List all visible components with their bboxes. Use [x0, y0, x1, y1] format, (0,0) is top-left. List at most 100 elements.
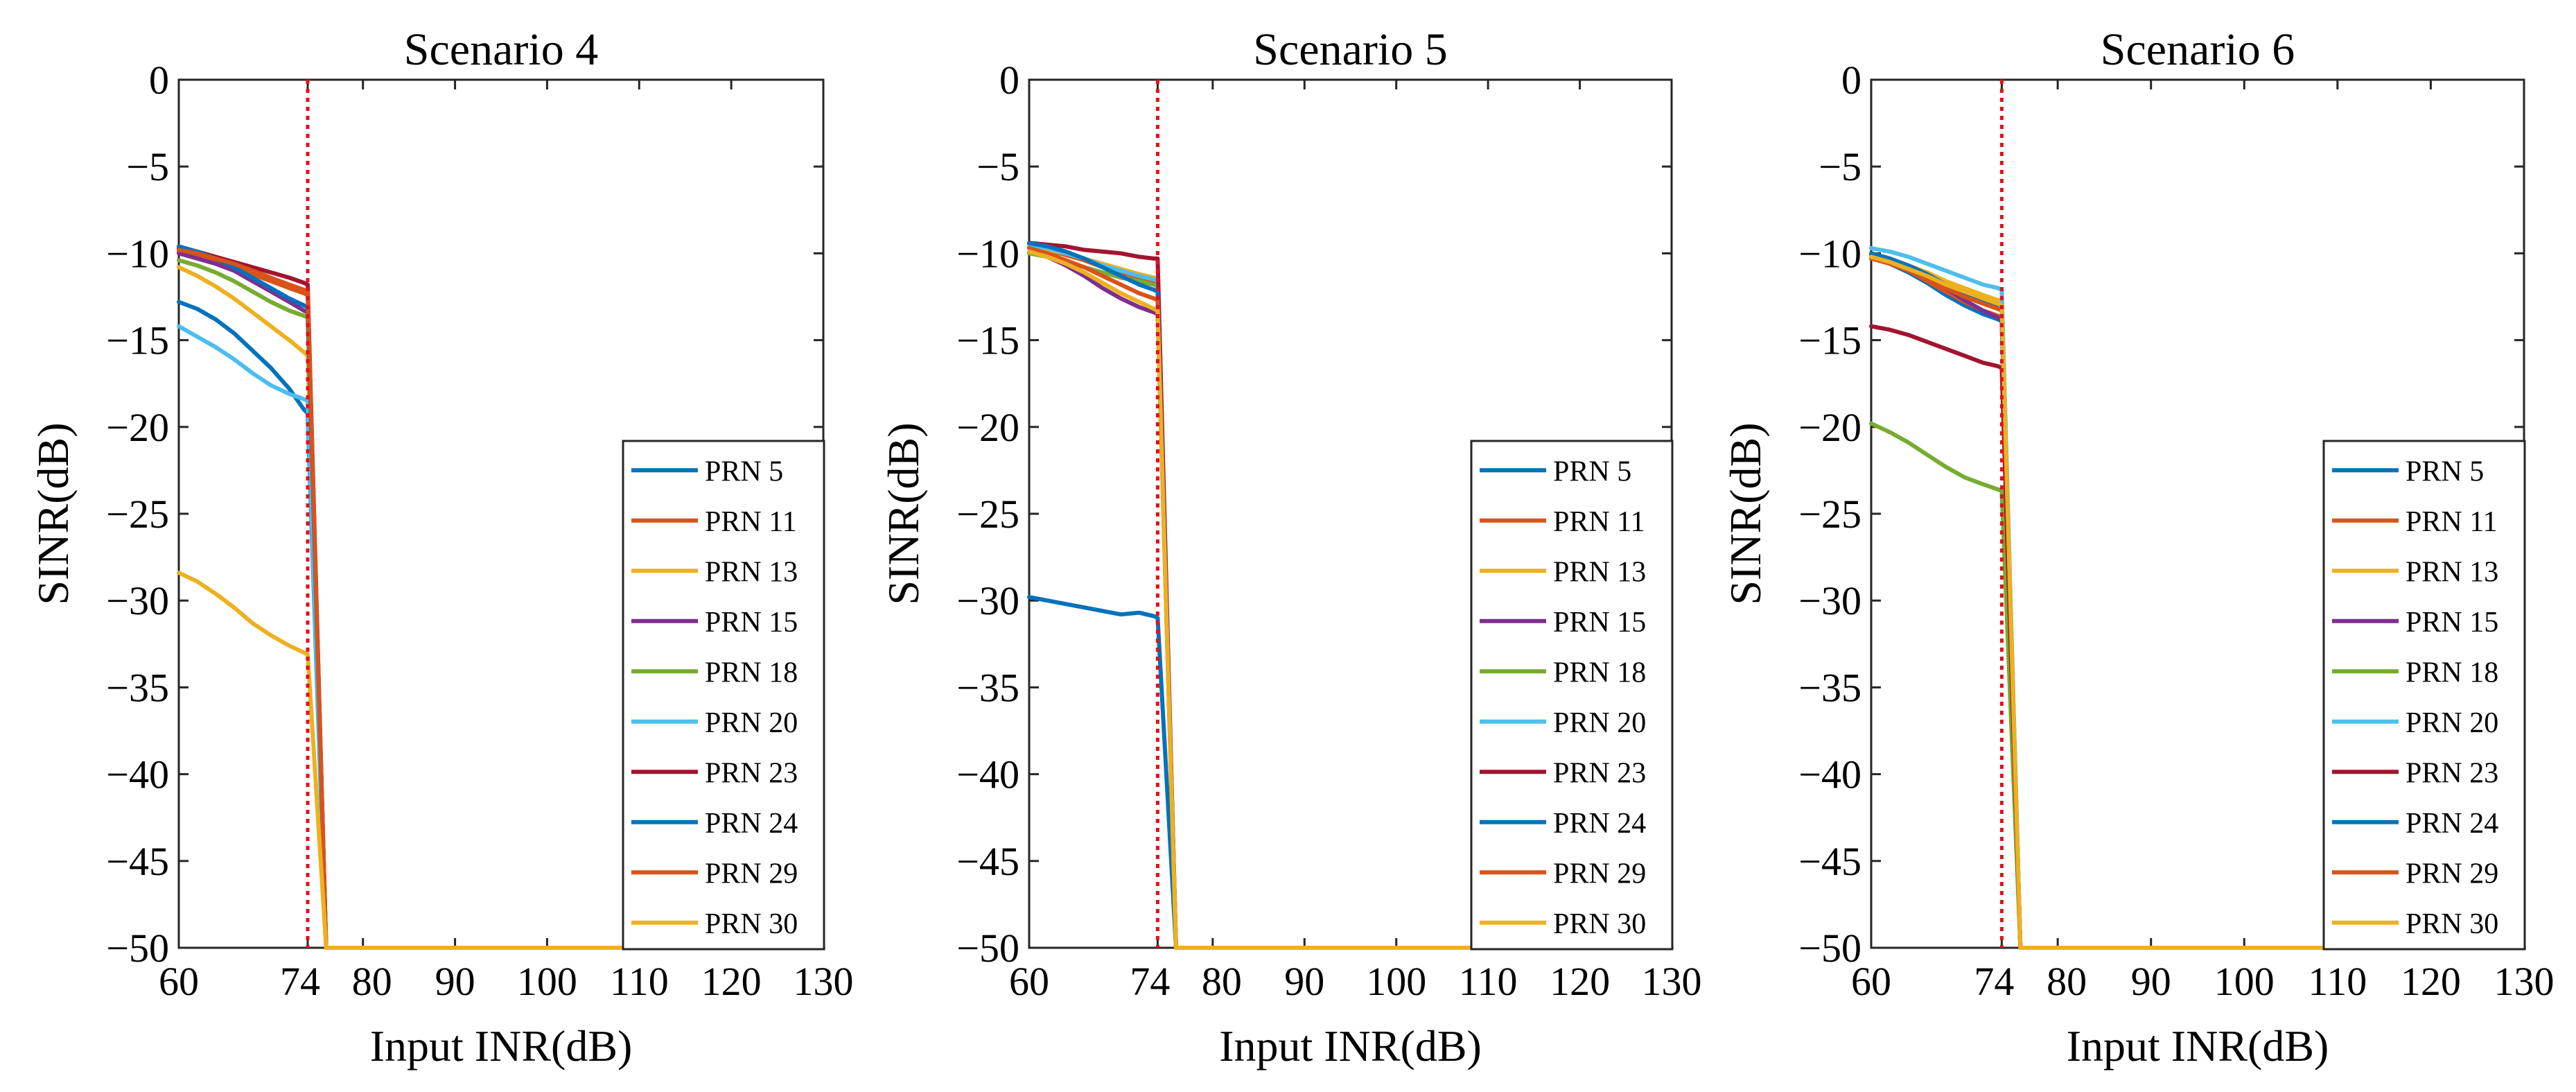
legend-label: PRN 29: [705, 858, 798, 890]
y-tick-label: −25: [106, 492, 169, 537]
y-tick-label: −10: [106, 231, 169, 276]
x-tick-label: 120: [1550, 959, 1610, 1004]
x-tick-label: 80: [2047, 959, 2087, 1004]
x-tick-label: 110: [2308, 959, 2367, 1004]
legend-label: PRN 13: [705, 556, 798, 588]
y-tick-label: −10: [956, 231, 1019, 276]
y-tick-label: −30: [1798, 578, 1861, 623]
x-tick-label: 120: [701, 959, 762, 1004]
legend-item: PRN 5: [2332, 456, 2484, 487]
legend-label: PRN 15: [1553, 607, 1646, 639]
x-tick-label: 80: [1202, 959, 1242, 1004]
legend-item: PRN 20: [2332, 707, 2498, 739]
y-tick-label: −35: [956, 665, 1019, 710]
series-line-prn-30: [177, 571, 825, 950]
legend-label: PRN 11: [1553, 506, 1645, 538]
y-tick-label: −40: [106, 752, 169, 797]
legend-item: PRN 18: [1480, 657, 1646, 688]
legend-item: PRN 23: [631, 757, 798, 789]
legend-item: PRN 13: [631, 556, 798, 588]
legend-label: PRN 5: [1553, 456, 1631, 487]
x-tick-label: 60: [1851, 959, 1891, 1004]
legend-label: PRN 23: [705, 757, 798, 789]
legend-item: PRN 20: [1480, 707, 1646, 739]
legend-label: PRN 29: [1553, 858, 1646, 890]
chart-title: Scenario 6: [2101, 24, 2295, 75]
series-line-prn-29: [177, 248, 825, 950]
legend-label: PRN 24: [705, 808, 798, 840]
legend: PRN 5 PRN 11 PRN 13 PRN 15 PRN 18 PRN 20 PRN 2…: [2322, 440, 2526, 951]
y-tick-label: −45: [956, 839, 1019, 884]
y-tick-label: −5: [1819, 144, 1861, 189]
legend-label: PRN 15: [2406, 607, 2498, 639]
legend-box: [622, 440, 825, 951]
x-tick-label: 100: [2214, 959, 2275, 1004]
legend: PRN 5 PRN 11 PRN 13 PRN 15 PRN 18 PRN 20 PRN 2…: [622, 440, 825, 951]
y-tick-label: 0: [999, 58, 1019, 103]
y-tick-label: −50: [956, 926, 1019, 971]
legend-item: PRN 11: [631, 506, 797, 538]
x-tick-label: 130: [1642, 959, 1702, 1004]
series-line-prn-5: [1027, 595, 1674, 950]
x-tick-label: 130: [2494, 959, 2555, 1004]
y-axis-label: SINR(dB): [1721, 422, 1770, 605]
x-tick-label: 60: [1009, 959, 1049, 1004]
legend-item: PRN 29: [631, 858, 798, 890]
legend-item: PRN 15: [631, 607, 798, 639]
legend-item: PRN 13: [2332, 556, 2498, 588]
x-tick-label: 130: [794, 959, 854, 1004]
y-tick-label: −20: [956, 405, 1019, 450]
x-tick-label: 100: [517, 959, 577, 1004]
legend-label: PRN 13: [2406, 556, 2498, 588]
y-tick-label: −45: [106, 839, 169, 884]
y-tick-label: −10: [1798, 231, 1861, 276]
y-tick-label: −50: [106, 926, 169, 971]
legend-item: PRN 11: [2332, 506, 2498, 538]
legend-item: PRN 11: [1480, 506, 1645, 538]
y-tick-label: −25: [1798, 492, 1861, 537]
legend-item: PRN 5: [631, 456, 783, 487]
legend-label: PRN 24: [2406, 808, 2498, 840]
y-tick-label: −50: [1798, 926, 1861, 971]
y-tick-label: −5: [976, 144, 1019, 189]
legend-label: PRN 5: [2406, 456, 2484, 487]
legend-label: PRN 30: [1553, 908, 1646, 940]
legend-box: [1470, 440, 1674, 951]
legend-item: PRN 30: [1480, 908, 1646, 940]
y-tick-label: −40: [1798, 752, 1861, 797]
x-tick-label: 110: [1459, 959, 1518, 1004]
y-tick-label: −35: [106, 665, 169, 710]
x-tick-label: 74: [1974, 959, 2014, 1004]
legend-label: PRN 20: [705, 707, 798, 739]
series-line-prn-30: [1027, 249, 1674, 950]
y-tick-label: −20: [1798, 405, 1861, 450]
x-tick-label: 60: [159, 959, 199, 1004]
x-tick-label: 100: [1366, 959, 1426, 1004]
legend-label: PRN 11: [2406, 506, 2498, 538]
legend-item: PRN 30: [631, 908, 798, 940]
legend-item: PRN 15: [2332, 607, 2498, 639]
y-tick-label: −25: [956, 492, 1019, 537]
y-tick-label: −30: [106, 578, 169, 623]
legend-item: PRN 29: [1480, 858, 1646, 890]
legend-item: PRN 15: [1480, 607, 1646, 639]
legend-item: PRN 5: [1480, 456, 1631, 487]
legend-label: PRN 18: [705, 657, 798, 688]
legend-item: PRN 13: [1480, 556, 1646, 588]
legend-label: PRN 20: [1553, 707, 1646, 739]
legend-label: PRN 18: [2406, 657, 2498, 688]
legend-item: PRN 20: [631, 707, 798, 739]
y-tick-label: −35: [1798, 665, 1861, 710]
y-axis-label: SINR(dB): [879, 422, 928, 605]
legend-label: PRN 11: [705, 506, 797, 538]
x-tick-label: 120: [2401, 959, 2461, 1004]
legend-item: PRN 24: [2332, 808, 2498, 840]
legend-label: PRN 5: [705, 456, 783, 487]
y-tick-label: −5: [126, 144, 169, 189]
y-tick-label: −40: [956, 752, 1019, 797]
legend-item: PRN 18: [2332, 657, 2498, 688]
legend-box: [2322, 440, 2526, 951]
